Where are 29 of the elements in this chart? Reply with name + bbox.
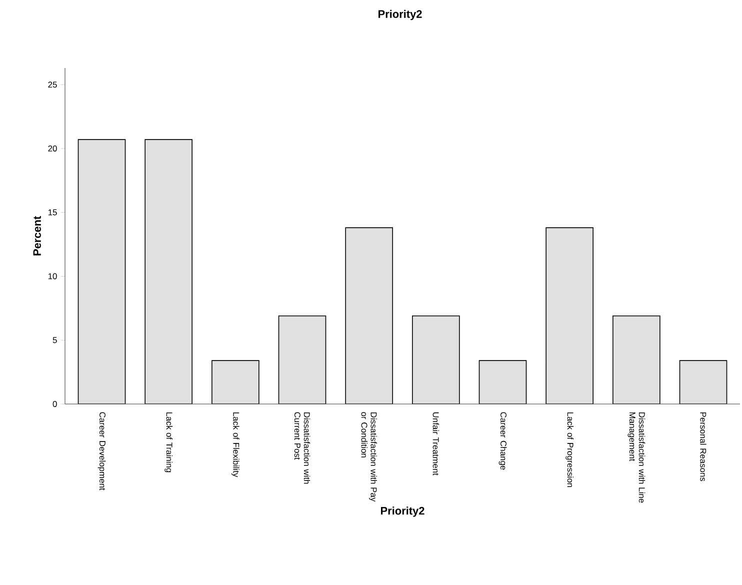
bar (144, 139, 192, 404)
y-tick-label: 15 (48, 209, 57, 216)
y-tick-label: 5 (52, 337, 57, 344)
x-tick-label: Dissatisfaction with Pay or Condition (361, 412, 377, 502)
bar (612, 315, 660, 404)
y-tick-label: 25 (48, 82, 57, 88)
x-tick-label: Dissatisfaction with Line Management (628, 412, 646, 503)
y-tick-label: 10 (48, 273, 57, 280)
x-tick-label: Personal Reasons (700, 412, 706, 482)
y-axis-title: Percent (33, 216, 41, 256)
x-tick-label: Dissatisfaction with Current Post (294, 412, 310, 484)
x-tick-label: Career Development (98, 412, 106, 490)
x-tick-label: Lack of Training (164, 412, 173, 472)
x-tick-label: Lack of Progression (566, 412, 574, 487)
bar (212, 360, 260, 404)
bar (278, 315, 326, 404)
bar (412, 315, 460, 404)
bar (345, 227, 393, 404)
y-tick-label: 20 (48, 145, 57, 152)
y-tick-label: 0 (52, 401, 57, 407)
bar (478, 360, 527, 404)
bar (679, 360, 728, 404)
x-tick-label: Lack of Flexibility (231, 412, 240, 478)
bar (546, 227, 594, 404)
chart-title: Priority2 (378, 10, 422, 20)
x-axis-title: Priority2 (381, 506, 424, 517)
x-tick-label: Career Change (498, 412, 507, 470)
bar (78, 139, 126, 404)
x-tick-label: Unfair Treatment (432, 412, 440, 476)
